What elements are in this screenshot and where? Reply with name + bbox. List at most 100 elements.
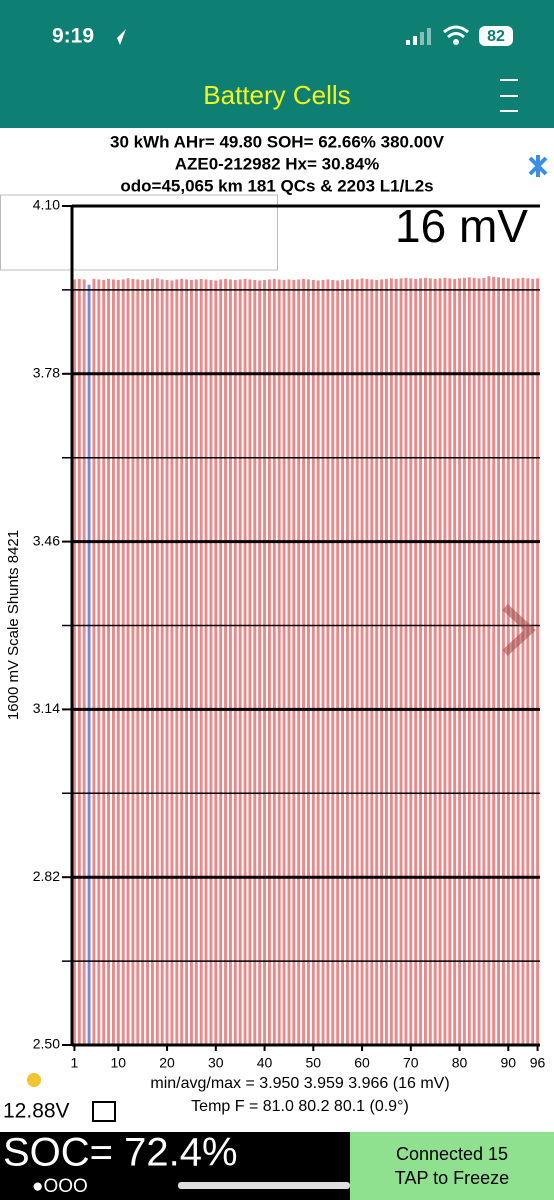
bar — [419, 278, 423, 1045]
bar — [487, 276, 491, 1045]
spread-annotation: 16 mV — [395, 200, 528, 252]
bar — [428, 278, 432, 1045]
bar — [399, 278, 403, 1045]
page-dots: ●OOO — [32, 1176, 88, 1197]
bar — [492, 276, 496, 1045]
bar — [194, 279, 198, 1046]
menu-icon[interactable] — [500, 79, 518, 112]
bar — [443, 277, 447, 1046]
bar — [350, 278, 354, 1045]
bar — [384, 278, 388, 1045]
bar — [199, 278, 203, 1045]
bar — [311, 279, 315, 1045]
bar — [263, 279, 267, 1045]
battery-icon — [479, 26, 513, 46]
calendar-icon[interactable] — [92, 1101, 116, 1122]
bar — [438, 278, 442, 1045]
bar — [414, 278, 418, 1045]
bar — [72, 279, 76, 1046]
bar — [160, 279, 164, 1046]
x-tick-label: 40 — [257, 1055, 273, 1071]
bar — [170, 280, 174, 1045]
y-tick-label: 3.46 — [33, 532, 60, 548]
bar — [282, 279, 286, 1045]
bar — [77, 278, 81, 1045]
bar — [107, 278, 111, 1045]
bar — [292, 279, 296, 1045]
bar — [287, 279, 291, 1046]
overlay-box — [0, 194, 278, 271]
bar — [467, 277, 471, 1045]
bar — [136, 279, 140, 1046]
bar — [155, 278, 159, 1045]
bar — [233, 279, 237, 1045]
bar — [224, 278, 228, 1045]
bar — [341, 279, 345, 1045]
bar — [536, 278, 540, 1045]
bar — [448, 278, 452, 1045]
bar — [331, 279, 335, 1045]
bar — [238, 279, 242, 1046]
bar — [92, 278, 96, 1045]
bar — [146, 279, 150, 1046]
bar — [97, 279, 101, 1046]
bar — [267, 279, 271, 1046]
bar — [258, 280, 262, 1045]
button-text: TAP to Freeze — [395, 1168, 509, 1188]
bar — [355, 279, 359, 1046]
bar — [326, 279, 330, 1046]
bar — [336, 280, 340, 1045]
bar — [141, 279, 145, 1045]
bar — [516, 278, 520, 1045]
bar — [248, 279, 252, 1046]
bar — [243, 278, 247, 1045]
bar — [423, 277, 427, 1046]
y-tick-label: 2.50 — [33, 1036, 60, 1052]
bar — [185, 279, 189, 1046]
x-tick-label: 80 — [452, 1055, 468, 1071]
cell-stats: min/avg/max = 3.950 3.959 3.966 (16 mV) — [150, 1075, 449, 1092]
bar — [277, 279, 281, 1046]
bar — [477, 278, 481, 1045]
aux-voltage: 12.88V — [3, 1100, 70, 1123]
status-time: 9:19 — [52, 25, 94, 48]
bar — [482, 277, 486, 1046]
bar — [321, 279, 325, 1045]
location-icon — [110, 29, 126, 45]
bar — [360, 278, 364, 1045]
bar — [511, 278, 515, 1045]
info-line: AZE0-212982 Hx= 30.84% — [175, 154, 380, 173]
bar — [82, 279, 86, 1046]
bar — [214, 280, 218, 1045]
bar — [472, 277, 476, 1046]
bar — [209, 279, 213, 1045]
bar — [370, 279, 374, 1046]
y-tick-label: 2.82 — [33, 868, 60, 884]
bar — [497, 277, 501, 1045]
bar — [433, 278, 437, 1045]
page-title: Battery Cells — [203, 80, 350, 110]
soc: SOC= 72.4% — [3, 1131, 238, 1175]
version: v2.0.0(10) en — [246, 1189, 306, 1200]
bulb-icon[interactable] — [27, 1073, 41, 1087]
bar — [175, 279, 179, 1046]
bar — [204, 279, 208, 1046]
x-tick-label: 20 — [159, 1055, 175, 1071]
y-axis-label: 1600 mV Scale Shunts 8421 — [5, 530, 22, 720]
bar — [506, 278, 510, 1045]
plot: 4.10 3.78 3.46 3.14 2.82 2.50 1 10 20 30 40 50 60 70 8… — [33, 197, 546, 1071]
temp-stats: Temp F = 81.0 80.2 80.1 (0.9°) — [191, 1098, 409, 1115]
freeze-button[interactable] — [350, 1132, 554, 1200]
header-bg — [0, 0, 554, 130]
bar — [375, 279, 379, 1045]
bar — [316, 280, 320, 1045]
battery-level: 82 — [487, 28, 505, 45]
wifi-dot — [453, 39, 459, 45]
bluetooth-icon[interactable] — [528, 155, 548, 177]
bar — [111, 279, 115, 1046]
x-tick-label: 30 — [208, 1055, 224, 1071]
content-bg — [0, 128, 554, 1132]
button-text: Connected 15 — [396, 1144, 508, 1164]
bar — [380, 279, 384, 1046]
next-arrow[interactable] — [502, 604, 536, 656]
